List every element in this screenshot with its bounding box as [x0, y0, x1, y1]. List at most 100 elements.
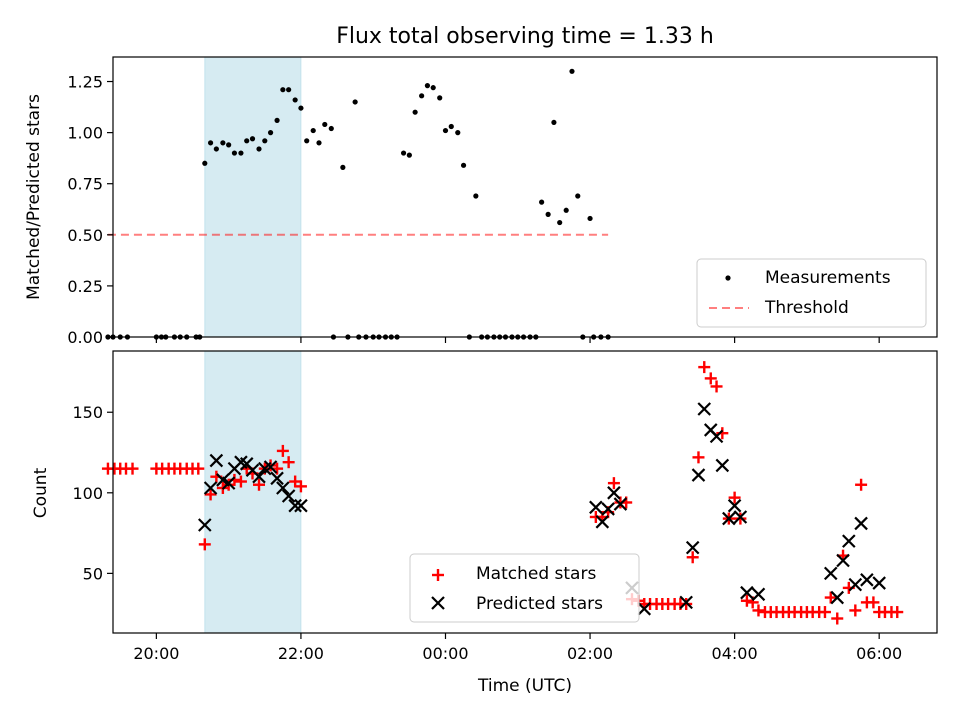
top-panel: 0.00 0.25 0.50 0.75 1.00 1.25 Flux total obse…	[24, 24, 938, 347]
x-tick-label: 04:00	[712, 644, 758, 663]
predicted-star-point	[607, 486, 621, 500]
measurement-point	[460, 162, 467, 168]
legend-threshold-label: Threshold	[764, 298, 849, 318]
measurement-point	[316, 140, 322, 146]
matched-star-point	[752, 604, 765, 617]
measurement-point	[569, 68, 575, 74]
y-axis-ticks: 0.00 0.25 0.50 0.75 1.00 1.25	[67, 73, 113, 347]
measurement-point	[448, 123, 454, 130]
y-tick-label: 150	[72, 403, 103, 422]
y-tick-label: 1.00	[67, 124, 103, 143]
predicted-star-point	[740, 585, 754, 600]
predicted-star-point	[221, 476, 236, 490]
measurement-point	[563, 207, 569, 213]
x-axis-ticks: 20:00 22:00 00:00 02:00 04:00 06:00	[133, 633, 902, 663]
predicted-star-point	[203, 481, 218, 495]
predicted-star-point	[637, 602, 652, 616]
predicted-star-point	[595, 515, 610, 529]
predicted-star-point	[294, 498, 308, 513]
measurement-point	[286, 87, 292, 93]
x-tick-label: 20:00	[133, 644, 179, 663]
x-axis-label: Time (UTC)	[477, 676, 572, 696]
y-axis-label: Count	[31, 467, 51, 518]
predicted-star-point	[691, 468, 706, 482]
chart-title: Flux total observing time = 1.33 h	[336, 24, 714, 49]
y-tick-label: 100	[72, 484, 103, 503]
predicted-star-point	[198, 518, 212, 532]
measurement-point	[539, 199, 545, 205]
measurement-point	[238, 150, 244, 156]
matched-star-point	[818, 606, 831, 619]
measurement-point	[226, 142, 232, 148]
measurement-point	[220, 140, 226, 146]
measurement-point	[249, 136, 256, 142]
matched-star-point	[740, 594, 753, 607]
predicted-star-point	[872, 576, 886, 590]
matched-star-point	[204, 488, 217, 501]
x-tick-label: 22:00	[278, 644, 324, 663]
predicted-star-point	[613, 497, 628, 511]
y-tick-label: 0.75	[67, 175, 103, 194]
measurement-point	[352, 99, 358, 105]
measurement-point	[213, 146, 219, 152]
predicted-star-point	[209, 453, 224, 468]
matched-star-point	[824, 591, 837, 604]
measurement-point	[442, 127, 449, 134]
measurement-point	[430, 85, 436, 91]
y-axis-ticks: 50 100 150	[72, 403, 113, 583]
predicted-star-point	[697, 402, 712, 416]
measurement-point	[256, 146, 262, 152]
plot-frame	[112, 56, 938, 338]
predicted-star-point	[727, 498, 742, 513]
matched-star-point	[704, 372, 717, 385]
plot-frame	[112, 350, 938, 634]
measurement-point	[267, 130, 274, 136]
matched-star-point	[831, 612, 844, 625]
matched-star-point	[294, 480, 307, 493]
predicted-stars-points	[198, 402, 886, 616]
matched-star-point	[192, 462, 205, 475]
predicted-star-point	[685, 540, 700, 555]
legend: Measurements Threshold	[696, 258, 927, 328]
predicted-star-point	[823, 566, 838, 581]
predicted-star-point	[830, 590, 845, 605]
highlight-span	[204, 56, 302, 338]
predicted-star-point	[842, 534, 856, 548]
measurement-point	[400, 150, 407, 156]
measurement-point	[310, 127, 316, 134]
measurement-point	[322, 121, 328, 128]
predicted-star-point	[722, 511, 736, 526]
matched-star-point	[734, 512, 747, 525]
measurement-point	[455, 130, 461, 136]
x-tick-label: 02:00	[567, 644, 613, 663]
matched-star-point	[686, 551, 699, 564]
predicted-star-point	[589, 500, 603, 515]
y-tick-label: 50	[83, 564, 103, 583]
predicted-star-point	[679, 595, 693, 610]
x-tick-label: 06:00	[856, 644, 902, 663]
measurement-point	[406, 152, 412, 158]
measurement-point	[473, 193, 479, 199]
legend-matched-label: Matched stars	[476, 564, 596, 584]
predicted-star-point	[709, 429, 724, 444]
predicted-star-point	[715, 458, 730, 473]
legend-measurements-label: Measurements	[765, 268, 891, 288]
measurement-point	[202, 160, 208, 166]
matched-star-point	[891, 606, 904, 619]
y-tick-label: 1.25	[67, 73, 103, 92]
predicted-star-point	[270, 471, 284, 486]
measurement-point	[557, 219, 563, 226]
legend-predicted-marker	[431, 596, 445, 610]
predicted-star-point	[836, 553, 850, 568]
predicted-star-point	[263, 460, 278, 474]
measurement-point	[280, 87, 286, 93]
measurement-point	[298, 105, 304, 111]
matched-star-point	[849, 604, 862, 617]
legend-matched-marker	[432, 569, 444, 581]
predicted-star-point	[281, 489, 296, 503]
measurement-point	[328, 125, 334, 132]
y-axis-label: Matched/Predicted stars	[24, 94, 44, 300]
matched-star-point	[276, 444, 289, 457]
